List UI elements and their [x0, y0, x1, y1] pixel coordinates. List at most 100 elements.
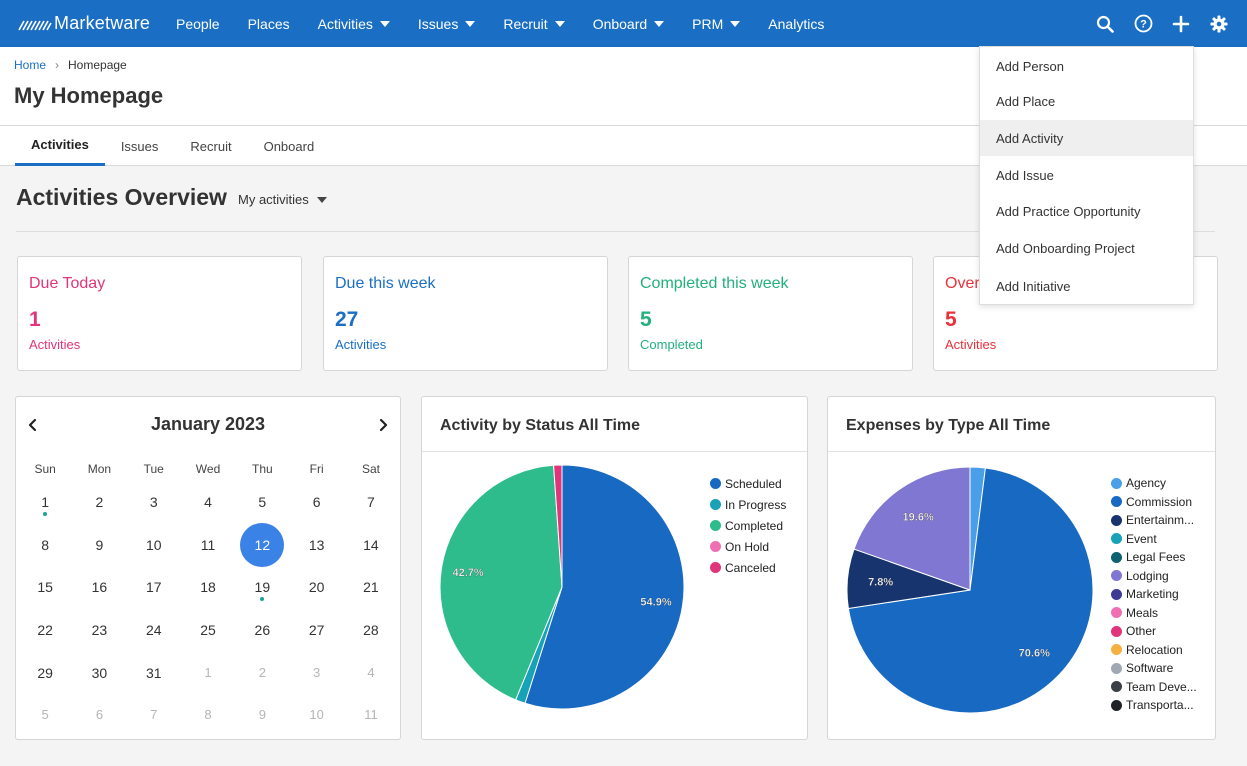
calendar-day[interactable]: 8	[18, 523, 72, 567]
nav-item-onboard[interactable]: Onboard	[579, 0, 678, 47]
legend-item[interactable]: Commission	[1111, 493, 1197, 512]
legend-item[interactable]: Team Deve...	[1111, 678, 1197, 697]
filter-label: My activities	[238, 192, 309, 207]
calendar-day[interactable]: 5	[235, 480, 289, 524]
tab-recruit[interactable]: Recruit	[174, 126, 247, 166]
legend-item[interactable]: Lodging	[1111, 567, 1197, 586]
calendar-day[interactable]: 26	[235, 608, 289, 652]
chevron-right-icon[interactable]	[375, 417, 391, 433]
calendar-day[interactable]: 2	[72, 480, 126, 524]
calendar-day[interactable]: 17	[127, 565, 181, 609]
calendar-day[interactable]: 19	[235, 565, 289, 609]
calendar-day[interactable]: 10	[290, 693, 344, 737]
calendar-day[interactable]: 10	[127, 523, 181, 567]
calendar-day[interactable]: 16	[72, 565, 126, 609]
calendar-day[interactable]: 3	[127, 480, 181, 524]
calendar-day[interactable]: 4	[181, 480, 235, 524]
nav-item-issues[interactable]: Issues	[404, 0, 489, 47]
nav-item-activities[interactable]: Activities	[304, 0, 404, 47]
calendar-day[interactable]: 4	[344, 651, 398, 695]
tab-onboard[interactable]: Onboard	[248, 126, 331, 166]
nav-item-analytics[interactable]: Analytics	[754, 0, 838, 47]
logo[interactable]: Marketware	[0, 0, 160, 47]
calendar-day[interactable]: 6	[72, 693, 126, 737]
legend-item[interactable]: Entertainm...	[1111, 511, 1197, 530]
calendar-day[interactable]: 1	[18, 480, 72, 524]
legend-item[interactable]: Relocation	[1111, 641, 1197, 660]
pie-slice-lodging[interactable]	[853, 466, 971, 591]
menu-item-add-place[interactable]: Add Place	[980, 83, 1193, 119]
menu-item-add-practice-opportunity[interactable]: Add Practice Opportunity	[980, 193, 1193, 229]
nav-item-prm[interactable]: PRM	[678, 0, 754, 47]
menu-item-add-issue[interactable]: Add Issue	[980, 157, 1193, 193]
menu-item-add-activity[interactable]: Add Activity	[980, 120, 1193, 156]
activities-filter-dropdown[interactable]: My activities	[238, 192, 327, 207]
calendar-day[interactable]: 9	[235, 693, 289, 737]
legend-item[interactable]: Agency	[1111, 474, 1197, 493]
calendar-day[interactable]: 8	[181, 693, 235, 737]
calendar-day[interactable]: 13	[290, 523, 344, 567]
nav-item-people[interactable]: People	[162, 0, 234, 47]
plus-icon[interactable]	[1171, 14, 1191, 34]
legend-item[interactable]: Scheduled	[710, 473, 786, 494]
calendar-day[interactable]: 5	[18, 693, 72, 737]
pie-slice-scheduled[interactable]	[524, 464, 685, 710]
legend-item[interactable]: Software	[1111, 659, 1197, 678]
calendar-day-selected[interactable]: 12	[235, 523, 289, 567]
menu-item-add-onboarding-project[interactable]: Add Onboarding Project	[980, 230, 1193, 266]
legend-item[interactable]: Transporta...	[1111, 696, 1197, 715]
calendar-day[interactable]: 28	[344, 608, 398, 652]
calendar-day[interactable]: 1	[181, 651, 235, 695]
tab-activities[interactable]: Activities	[15, 126, 105, 166]
calendar-day[interactable]: 14	[344, 523, 398, 567]
legend-item[interactable]: Other	[1111, 622, 1197, 641]
chevron-down-icon	[379, 20, 390, 27]
calendar-day[interactable]: 2	[235, 651, 289, 695]
calendar-day[interactable]: 7	[344, 480, 398, 524]
calendar-day[interactable]: 6	[290, 480, 344, 524]
pie-slice-commission[interactable]	[847, 467, 1094, 714]
pie-slice-completed[interactable]	[439, 464, 563, 701]
pie-slice-canceled[interactable]	[553, 464, 563, 588]
calendar-day[interactable]: 21	[344, 565, 398, 609]
calendar-day[interactable]: 24	[127, 608, 181, 652]
calendar-day[interactable]: 22	[18, 608, 72, 652]
legend-item[interactable]: In Progress	[710, 494, 786, 515]
calendar-day[interactable]: 29	[18, 651, 72, 695]
search-icon[interactable]	[1095, 14, 1115, 34]
calendar-day[interactable]: 30	[72, 651, 126, 695]
calendar-day[interactable]: 20	[290, 565, 344, 609]
calendar-day[interactable]: 9	[72, 523, 126, 567]
calendar-day[interactable]: 3	[290, 651, 344, 695]
calendar-day[interactable]: 18	[181, 565, 235, 609]
calendar-weekday-label: Thu	[251, 462, 273, 476]
tab-issues[interactable]: Issues	[105, 126, 175, 166]
calendar-day[interactable]: 15	[18, 565, 72, 609]
calendar-day[interactable]: 31	[127, 651, 181, 695]
gear-icon[interactable]	[1209, 14, 1229, 34]
calendar-day[interactable]: 23	[72, 608, 126, 652]
legend-item[interactable]: Event	[1111, 530, 1197, 549]
calendar-day[interactable]: 27	[290, 608, 344, 652]
help-icon[interactable]: ?	[1133, 14, 1153, 34]
legend-item[interactable]: Marketing	[1111, 585, 1197, 604]
legend-item[interactable]: Canceled	[710, 557, 786, 578]
calendar-day[interactable]: 25	[181, 608, 235, 652]
legend-item[interactable]: Legal Fees	[1111, 548, 1197, 567]
legend-item[interactable]: Meals	[1111, 604, 1197, 623]
menu-item-add-initiative[interactable]: Add Initiative	[980, 268, 1193, 304]
legend-item[interactable]: Completed	[710, 515, 786, 536]
breadcrumb-home-link[interactable]: Home	[14, 58, 47, 72]
stat-card-due-today[interactable]: Due Today 1 Activities	[17, 256, 302, 371]
stat-card-completed-this-week[interactable]: Completed this week 5 Completed	[628, 256, 913, 371]
calendar-day[interactable]: 11	[181, 523, 235, 567]
stat-card-due-this-week[interactable]: Due this week 27 Activities	[323, 256, 608, 371]
calendar-day[interactable]: 11	[344, 693, 398, 737]
menu-item-add-person[interactable]: Add Person	[980, 48, 1193, 84]
calendar-day[interactable]: 7	[127, 693, 181, 737]
nav-item-recruit[interactable]: Recruit	[489, 0, 578, 47]
legend-item[interactable]: On Hold	[710, 536, 786, 557]
nav-item-places[interactable]: Places	[234, 0, 304, 47]
chevron-left-icon[interactable]	[25, 417, 41, 433]
legend-swatch	[710, 499, 721, 510]
